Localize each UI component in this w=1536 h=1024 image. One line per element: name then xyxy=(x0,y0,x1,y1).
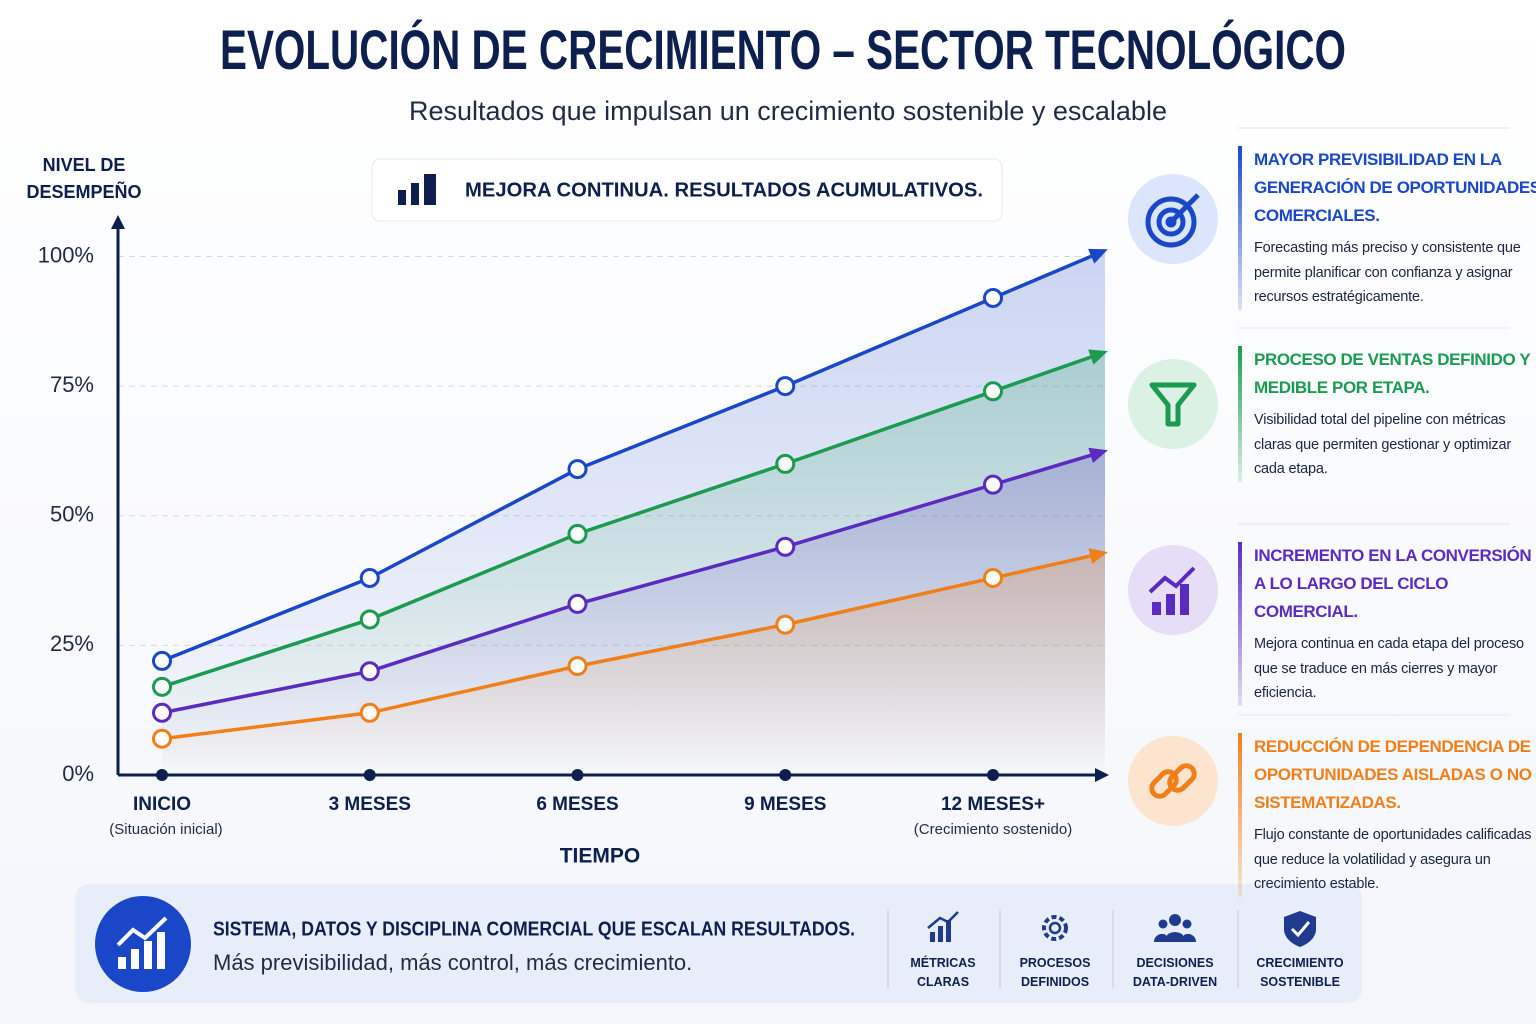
subtitle: Resultados que impulsan un crecimiento s… xyxy=(409,96,1167,126)
y-axis-label: NIVEL DE DESEMPEÑO xyxy=(26,155,142,202)
point xyxy=(775,376,796,397)
panel: INCREMENTO EN LA CONVERSIÓN A LO LARGO D… xyxy=(1238,542,1536,706)
point xyxy=(775,614,796,635)
series-arrowhead xyxy=(1088,548,1108,564)
y-tick-label: 0% xyxy=(62,761,94,786)
panel-title: MAYOR PREVISIBILIDAD EN LA GENERACIÓN DE… xyxy=(1254,150,1536,225)
footer-icon-bars xyxy=(116,916,168,969)
feature-label: MÉTRICAS CLARAS xyxy=(910,956,976,989)
series-arrow-line xyxy=(992,552,1098,580)
point xyxy=(567,593,588,614)
bars-icon xyxy=(398,174,436,205)
feature-label: DECISIONES DATA-DRIVEN xyxy=(1132,956,1218,989)
x-axis-label: TIEMPO xyxy=(560,845,641,868)
footer-icon xyxy=(95,896,191,992)
point xyxy=(567,656,588,677)
panel: MAYOR PREVISIBILIDAD EN LA GENERACIÓN DE… xyxy=(1238,146,1536,310)
y-tick-label: 25% xyxy=(50,631,94,656)
series-area xyxy=(162,552,1105,775)
point xyxy=(152,702,172,723)
series-arrowhead xyxy=(1088,248,1108,264)
panel-text: Visibilidad total del pipeline con métri… xyxy=(1254,412,1511,477)
growth-icon xyxy=(1148,566,1196,615)
title: EVOLUCIÓN DE CRECIMIENTO – SECTOR TECNOL… xyxy=(220,18,1346,81)
series-arrowhead xyxy=(1088,447,1108,464)
x-tick-label: 3 MESES xyxy=(329,794,411,815)
x-tick xyxy=(779,769,792,781)
point xyxy=(359,609,380,630)
point xyxy=(152,650,172,671)
annotation: MEJORA CONTINUA. RESULTADOS ACUMULATIVOS… xyxy=(465,179,983,201)
point xyxy=(567,459,588,480)
point xyxy=(983,474,1003,495)
footer-headline: SISTEMA, DATOS Y DISCIPLINA COMERCIAL QU… xyxy=(213,918,855,940)
panel-title: INCREMENTO EN LA CONVERSIÓN A LO LARGO D… xyxy=(1254,546,1532,621)
point xyxy=(983,287,1003,308)
y-tick-label: 75% xyxy=(50,372,94,397)
link-icon xyxy=(1149,763,1197,799)
point xyxy=(983,381,1003,402)
footer-separators xyxy=(887,910,1239,988)
point xyxy=(152,728,172,749)
point xyxy=(359,661,380,682)
point xyxy=(359,567,380,588)
point xyxy=(359,702,380,723)
point xyxy=(567,523,588,544)
icon-bg xyxy=(1128,736,1218,826)
panel-text: Flujo constante de oportunidades calific… xyxy=(1254,827,1532,892)
footer-box xyxy=(75,884,1362,1003)
panel-title: REDUCCIÓN DE DEPENDENCIA DE OPORTUNIDADE… xyxy=(1254,737,1532,812)
panel: PROCESO DE VENTAS DEFINIDO Y MEDIBLE POR… xyxy=(1238,346,1536,482)
series-arrow-line xyxy=(992,252,1098,300)
y-tick-label: 50% xyxy=(50,502,94,527)
annotation-box xyxy=(371,158,1003,222)
panel-text: Forecasting más preciso y consistente qu… xyxy=(1254,240,1521,305)
icon-bg xyxy=(1128,359,1218,449)
x-tick xyxy=(156,769,168,781)
x-tick xyxy=(987,769,999,781)
feature-icons xyxy=(927,911,1316,947)
target-icon xyxy=(1145,193,1200,248)
panel-title: PROCESO DE VENTAS DEFINIDO Y MEDIBLE POR… xyxy=(1254,350,1530,397)
x-tick-note: (Situación inicial) xyxy=(109,821,222,838)
x-axis-arrow xyxy=(1095,768,1109,782)
panel-text: Mejora continua en cada etapa del proces… xyxy=(1254,636,1524,701)
x-tick-label: 6 MESES xyxy=(536,794,618,815)
point xyxy=(775,453,796,474)
series-arrow-line xyxy=(992,353,1098,393)
series-arrow-line xyxy=(992,451,1098,487)
y-axis-arrow xyxy=(111,215,125,229)
point xyxy=(983,567,1003,588)
x-tick xyxy=(571,769,584,781)
funnel-icon xyxy=(1149,382,1197,427)
x-tick xyxy=(363,769,376,781)
icon-bg xyxy=(1128,545,1218,635)
y-tick-label: 100% xyxy=(38,242,94,267)
panel: REDUCCIÓN DE DEPENDENCIA DE OPORTUNIDADE… xyxy=(1238,733,1536,897)
footer-text: Más previsibilidad, más control, más cre… xyxy=(213,950,692,975)
point xyxy=(775,536,796,557)
x-tick-label: INICIO xyxy=(133,794,191,815)
point xyxy=(152,676,172,697)
x-tick-note: (Crecimiento sostenido) xyxy=(914,821,1072,838)
feature-label: CRECIMIENTO SOSTENIBLE xyxy=(1256,956,1344,989)
series-arrowhead xyxy=(1088,349,1108,365)
x-tick-label: 9 MESES xyxy=(744,794,826,815)
x-tick-label: 12 MESES+ xyxy=(941,794,1045,815)
feature-label: PROCESOS DEFINIDOS xyxy=(1019,956,1091,989)
